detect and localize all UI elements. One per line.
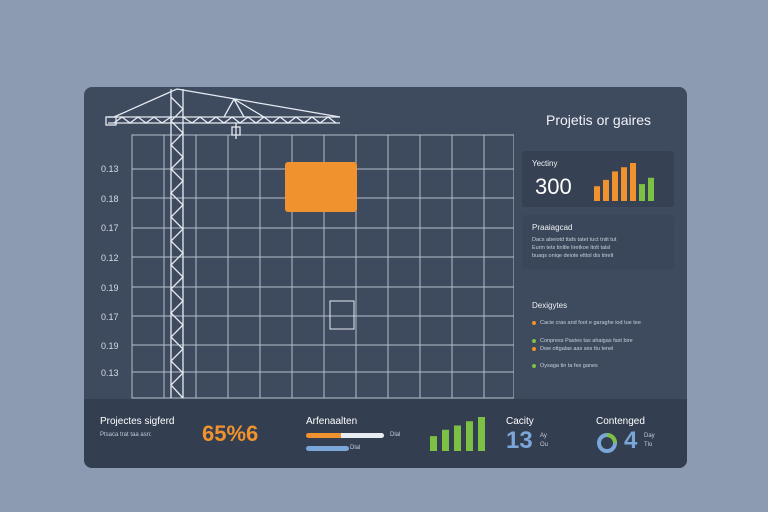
designs-list: Dexigytes Cacie cras and foot e garaghe … <box>532 301 682 381</box>
construction-grid-canvas <box>105 88 514 399</box>
donut-icon <box>597 433 617 453</box>
schedule-grid <box>131 134 514 399</box>
contenged-label: Contenged <box>596 416 645 427</box>
y-axis-label: 0.12 <box>101 253 119 263</box>
active-task-block[interactable] <box>285 162 357 212</box>
capacity-bar <box>603 179 609 201</box>
arrangement-label: Arfenaalten <box>306 416 358 427</box>
activity-bar-chart <box>430 417 485 451</box>
bullet-dot-icon <box>532 338 536 343</box>
activity-bar <box>454 425 461 451</box>
y-axis-label: 0.17 <box>101 312 119 322</box>
list-item[interactable]: Cacie cras and foot e garaghe iod tue te… <box>532 320 641 326</box>
progress-text-line: Dacs abeiotd ttafs tatet tuct tniit tut <box>532 237 617 243</box>
crane-icon <box>105 88 341 399</box>
y-axis-label: 0.19 <box>101 341 119 351</box>
capacity-bar <box>621 167 627 201</box>
stats-bar: Projectes sigferd Ptsaca trat taa asn: 6… <box>84 399 687 468</box>
cacity-suffix: Ou <box>540 442 549 448</box>
progress-label: Praaiagcad <box>532 223 573 232</box>
progress-text-line: Eurin tets tinltle liretkoe ltolt talsl <box>532 245 611 251</box>
y-axis-label: 0.13 <box>101 164 119 174</box>
dashboard-panel: 0.13 0.18 0.17 0.12 0.19 0.17 0.19 0.13 <box>84 87 687 468</box>
activity-bar <box>430 436 437 451</box>
y-axis-label: 0.18 <box>101 194 119 204</box>
page-title: Projetis or gaires <box>546 112 652 128</box>
progress-fill <box>306 433 384 438</box>
list-item[interactable]: Oysaga tin ta fes ganes <box>532 363 598 369</box>
projects-percent: 65%6 <box>202 421 259 446</box>
list-item[interactable]: Dwe ottgalas aas ses ttu tenel <box>532 346 613 352</box>
arrangement-progress-1 <box>306 433 384 438</box>
activity-bar <box>478 417 485 451</box>
projects-subtext: Ptsaca trat taa asn: <box>100 432 152 438</box>
capacity-bar <box>612 171 618 201</box>
capacity-bar <box>648 177 654 201</box>
contenged-value: 4 <box>624 427 638 454</box>
designs-label: Dexigytes <box>532 301 568 310</box>
bullet-dot-icon <box>532 346 536 351</box>
arrangement-note: Dlal <box>350 445 361 451</box>
progress-fill <box>306 446 349 451</box>
capacity-bar <box>639 184 645 201</box>
progress-text-line: buaqs oniqe deiote elttol dis tiirelt <box>532 253 614 259</box>
bullet-dot-icon <box>532 363 536 368</box>
list-item[interactable]: Conpress Pastes tas ahaigas fast bire <box>532 338 633 344</box>
capacity-card[interactable]: Yectiny 300 <box>522 151 674 207</box>
y-axis-label: 0.19 <box>101 283 119 293</box>
capacity-bar <box>594 186 600 201</box>
capacity-label: Yectiny <box>532 159 558 168</box>
activity-bar <box>466 421 473 451</box>
capacity-bar-chart <box>594 163 654 201</box>
y-axis-label: 0.13 <box>101 368 119 378</box>
y-axis-label: 0.17 <box>101 223 119 233</box>
progress-card[interactable]: Praaiagcad Dacs abeiotd ttafs tatet tuct… <box>522 215 674 269</box>
activity-bar <box>442 429 449 451</box>
cacity-label: Cacity <box>506 416 534 427</box>
bullet-dot-icon <box>532 320 536 325</box>
capacity-value: 300 <box>535 174 572 199</box>
arrangement-note: Dlal <box>390 432 401 438</box>
projects-label: Projectes sigferd <box>100 416 175 427</box>
arrangement-progress-2 <box>306 446 384 451</box>
selection-marker[interactable] <box>329 300 355 330</box>
contenged-suffix: Tlo <box>644 442 653 448</box>
cacity-suffix: Ay <box>540 433 547 439</box>
cacity-value: 13 <box>506 427 533 454</box>
capacity-bar <box>630 163 636 201</box>
contenged-suffix: Day <box>644 433 655 439</box>
